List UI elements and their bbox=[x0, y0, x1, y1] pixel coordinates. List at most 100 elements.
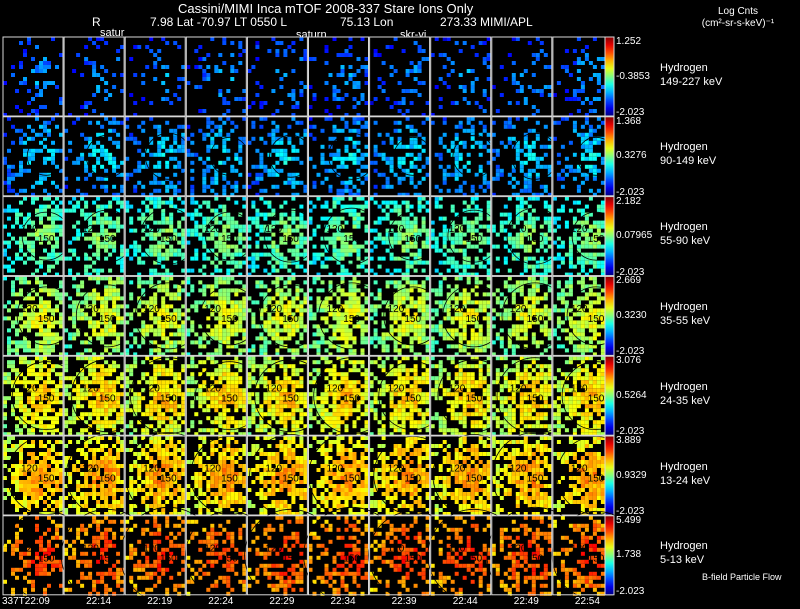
image-panel bbox=[368, 510, 458, 600]
contour-label-150: 150 bbox=[466, 234, 483, 245]
colorbar-max-label: 2.182 bbox=[616, 195, 642, 207]
image-panel bbox=[430, 355, 511, 437]
contour-label-150: 150 bbox=[527, 474, 544, 485]
contour-label-120: 120 bbox=[449, 224, 466, 235]
contour-label-120: 120 bbox=[327, 384, 344, 395]
energy-row-label: Hydrogen 55-90 keV bbox=[660, 220, 710, 248]
colorbar-min-label: -2.023 bbox=[616, 266, 645, 278]
units-line-2: (cm²-sr-s-keV)⁻¹ bbox=[701, 18, 775, 29]
lon-readout: 75.13 Lon bbox=[340, 15, 394, 29]
image-panel bbox=[185, 275, 259, 357]
image-panel bbox=[244, 508, 338, 602]
time-tick-label: 22:49 bbox=[513, 596, 539, 607]
contour-label-150: 150 bbox=[221, 474, 238, 485]
contour-label-150: 150 bbox=[404, 314, 421, 325]
colorbar bbox=[604, 515, 615, 596]
image-panel bbox=[185, 36, 247, 117]
contour-label-120: 120 bbox=[21, 224, 38, 235]
contour-label-120: 120 bbox=[143, 543, 160, 554]
image-panel bbox=[1, 510, 91, 600]
colorbar-mid-label: -0.3853 bbox=[616, 70, 650, 82]
image-panel bbox=[119, 506, 217, 604]
contour-label-150: 150 bbox=[282, 474, 299, 485]
contour-label-120: 120 bbox=[571, 304, 588, 315]
contour-label-120: 120 bbox=[510, 304, 527, 315]
image-panel bbox=[63, 355, 144, 437]
colorbar-max-label: 2.669 bbox=[616, 275, 642, 287]
image-panel bbox=[63, 116, 129, 197]
contour-label-120: 120 bbox=[388, 543, 405, 554]
contour-label-150: 150 bbox=[466, 314, 483, 325]
contour-label-120: 120 bbox=[571, 384, 588, 395]
image-panel bbox=[308, 36, 369, 117]
contour-label-120: 120 bbox=[510, 384, 527, 395]
image-panel bbox=[246, 355, 328, 437]
species-label: Hydrogen bbox=[660, 300, 708, 313]
image-panel bbox=[308, 355, 391, 437]
image-panel bbox=[491, 355, 574, 437]
contour-label-150: 150 bbox=[466, 553, 483, 564]
image-panel bbox=[552, 196, 621, 277]
energy-row-label: Hydrogen 35-55 keV bbox=[660, 300, 710, 328]
contour-label-150: 150 bbox=[282, 234, 299, 245]
image-panel bbox=[486, 506, 584, 604]
contour-label-120: 120 bbox=[449, 384, 466, 395]
image-panel bbox=[185, 116, 249, 197]
contour-label-120: 120 bbox=[388, 384, 405, 395]
contour-label-150: 150 bbox=[588, 553, 605, 564]
contour-label-150: 150 bbox=[343, 553, 360, 564]
image-panel bbox=[430, 116, 496, 197]
colorbar bbox=[604, 36, 615, 117]
contour-label-150: 150 bbox=[99, 474, 116, 485]
image-panel bbox=[303, 506, 401, 604]
image-panel bbox=[124, 355, 207, 437]
colorbar-min-label: -2.023 bbox=[616, 346, 645, 358]
image-panel bbox=[60, 508, 154, 602]
contour-label-120: 120 bbox=[204, 304, 221, 315]
contour-label-120: 120 bbox=[204, 224, 221, 235]
time-tick-label: 22:44 bbox=[452, 596, 478, 607]
contour-label-120: 120 bbox=[449, 304, 466, 315]
colorbar-min-label: -2.023 bbox=[616, 506, 645, 517]
units-line-1: Log Cnts bbox=[717, 6, 759, 17]
contour-label-120: 120 bbox=[327, 543, 344, 554]
image-panel bbox=[124, 432, 212, 519]
image-panel bbox=[491, 196, 564, 277]
contour-label-120: 120 bbox=[204, 384, 221, 395]
image-panel bbox=[430, 275, 506, 357]
image-panel bbox=[185, 196, 254, 277]
footer-label: B-field Particle Flow bbox=[702, 572, 782, 582]
image-panel bbox=[491, 36, 553, 117]
contour-label-120: 120 bbox=[143, 304, 160, 315]
contour-label-120: 120 bbox=[265, 224, 282, 235]
contour-label-120: 120 bbox=[21, 464, 38, 475]
contour-label-120: 120 bbox=[265, 304, 282, 315]
contour-label-120: 120 bbox=[327, 464, 344, 475]
mimi-readout: 273.33 MIMI/APL bbox=[440, 15, 533, 29]
contour-label-150: 150 bbox=[99, 234, 116, 245]
colorbar-mid-label: 1.738 bbox=[616, 549, 642, 561]
image-panel bbox=[124, 275, 202, 357]
image-panel bbox=[246, 275, 323, 357]
image-panel bbox=[551, 510, 641, 600]
contour-label-120: 120 bbox=[21, 384, 38, 395]
contour-label-120: 120 bbox=[449, 543, 466, 554]
contour-label-150: 150 bbox=[588, 314, 605, 325]
image-panel bbox=[63, 36, 125, 117]
species-label: Hydrogen bbox=[660, 460, 708, 473]
contour-label-150: 150 bbox=[343, 394, 360, 405]
image-panel bbox=[2, 36, 64, 117]
contour-label-150: 150 bbox=[343, 474, 360, 485]
contour-label-150: 150 bbox=[466, 474, 483, 485]
energy-row-label: Hydrogen 90-149 keV bbox=[660, 140, 716, 168]
contour-label-120: 120 bbox=[265, 543, 282, 554]
image-panel bbox=[491, 116, 559, 197]
image-panel bbox=[427, 508, 521, 602]
time-tick-label: 22:19 bbox=[147, 596, 173, 607]
time-tick-label: 337T22:09 bbox=[2, 596, 50, 607]
contour-label-120: 120 bbox=[510, 464, 527, 475]
image-panel bbox=[369, 36, 431, 117]
image-panel bbox=[491, 275, 569, 357]
image-panel bbox=[308, 116, 376, 197]
contour-label-150: 150 bbox=[282, 553, 299, 564]
